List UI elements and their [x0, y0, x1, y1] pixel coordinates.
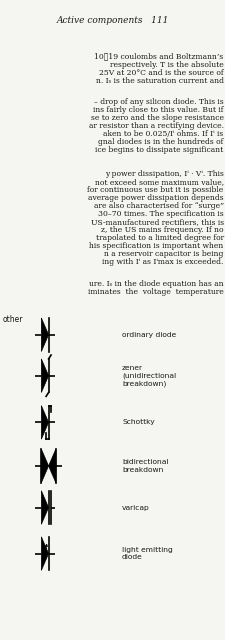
Text: ice begins to dissipate significant: ice begins to dissipate significant: [95, 146, 223, 154]
Text: 30–70 times. The specification is: 30–70 times. The specification is: [98, 210, 223, 218]
Text: his specification is important when: his specification is important when: [89, 242, 223, 250]
Polygon shape: [41, 406, 48, 439]
Text: – drop of any silicon diode. This is: – drop of any silicon diode. This is: [94, 98, 223, 106]
Text: gnal diodes is in the hundreds of: gnal diodes is in the hundreds of: [98, 138, 223, 146]
Text: trapolated to a limited degree for: trapolated to a limited degree for: [95, 234, 223, 242]
Text: ordinary diode: ordinary diode: [122, 332, 176, 338]
Text: se to zero and the slope resistance: se to zero and the slope resistance: [90, 114, 223, 122]
Text: iminates  the  voltage  temperature: iminates the voltage temperature: [88, 288, 223, 296]
Text: n. Iₛ is the saturation current and: n. Iₛ is the saturation current and: [95, 77, 223, 84]
Polygon shape: [41, 449, 48, 483]
Text: bidirectional
breakdown: bidirectional breakdown: [122, 459, 168, 473]
Text: Active components   111: Active components 111: [56, 16, 169, 25]
Polygon shape: [41, 318, 48, 351]
Text: light emitting
diode: light emitting diode: [122, 547, 172, 561]
Text: ing with Iⁱ as Iⁱmax is exceeded.: ing with Iⁱ as Iⁱmax is exceeded.: [102, 258, 223, 266]
Polygon shape: [41, 359, 48, 392]
Text: zener
(unidirectional
breakdown): zener (unidirectional breakdown): [122, 365, 175, 387]
Text: 25V at 20°C and is the source of: 25V at 20°C and is the source of: [99, 69, 223, 77]
Polygon shape: [41, 491, 48, 524]
Polygon shape: [48, 449, 56, 483]
Text: aken to be 0.025/Iⁱ ohms. If Iⁱ is: aken to be 0.025/Iⁱ ohms. If Iⁱ is: [103, 130, 223, 138]
Polygon shape: [41, 537, 48, 570]
Text: ure. Iₛ in the diode equation has an: ure. Iₛ in the diode equation has an: [89, 280, 223, 288]
Text: US-manufactured rectifiers, this is: US-manufactured rectifiers, this is: [90, 218, 223, 226]
Text: 10⁲19 coulombs and Boltzmann’s: 10⁲19 coulombs and Boltzmann’s: [94, 52, 223, 61]
Text: y power dissipation, Iⁱ · Vⁱ. This: y power dissipation, Iⁱ · Vⁱ. This: [104, 170, 223, 178]
Text: z, the US mains frequency. If no: z, the US mains frequency. If no: [101, 226, 223, 234]
Text: varicap: varicap: [122, 504, 149, 511]
Text: are also characterised for “surge”: are also characterised for “surge”: [93, 202, 223, 210]
Text: Schottky: Schottky: [122, 419, 154, 426]
Text: other: other: [2, 315, 23, 324]
Text: average power dissipation depends: average power dissipation depends: [88, 195, 223, 202]
Text: n a reservoir capacitor is being: n a reservoir capacitor is being: [104, 250, 223, 258]
Text: not exceed some maximum value,: not exceed some maximum value,: [94, 178, 223, 186]
Text: for continuous use but it is possible: for continuous use but it is possible: [87, 186, 223, 195]
Text: ar resistor than a rectifying device.: ar resistor than a rectifying device.: [88, 122, 223, 130]
Text: respectively. T is the absolute: respectively. T is the absolute: [110, 61, 223, 68]
Text: ins fairly close to this value. But if: ins fairly close to this value. But if: [93, 106, 223, 114]
